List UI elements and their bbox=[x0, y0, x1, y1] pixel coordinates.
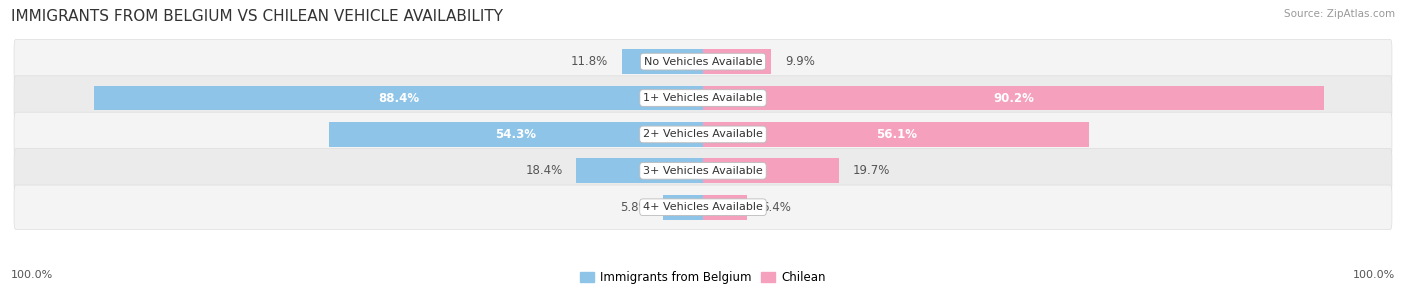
Text: 11.8%: 11.8% bbox=[571, 55, 607, 68]
Text: 1+ Vehicles Available: 1+ Vehicles Available bbox=[643, 93, 763, 103]
Text: 19.7%: 19.7% bbox=[852, 164, 890, 177]
Bar bbox=[703, 122, 1090, 147]
FancyBboxPatch shape bbox=[14, 39, 1392, 84]
FancyBboxPatch shape bbox=[14, 149, 1392, 193]
Bar bbox=[664, 195, 703, 220]
Text: 18.4%: 18.4% bbox=[526, 164, 562, 177]
Text: Source: ZipAtlas.com: Source: ZipAtlas.com bbox=[1284, 9, 1395, 19]
FancyBboxPatch shape bbox=[14, 112, 1392, 157]
Bar bbox=[94, 86, 703, 110]
Text: 54.3%: 54.3% bbox=[495, 128, 537, 141]
Text: 9.9%: 9.9% bbox=[785, 55, 815, 68]
Text: 5.8%: 5.8% bbox=[620, 201, 650, 214]
Bar bbox=[703, 158, 839, 183]
Bar bbox=[703, 195, 747, 220]
Text: 100.0%: 100.0% bbox=[11, 270, 53, 280]
Text: 2+ Vehicles Available: 2+ Vehicles Available bbox=[643, 130, 763, 139]
Bar bbox=[329, 122, 703, 147]
Text: 4+ Vehicles Available: 4+ Vehicles Available bbox=[643, 202, 763, 212]
Text: 100.0%: 100.0% bbox=[1353, 270, 1395, 280]
Bar bbox=[703, 49, 772, 74]
Text: 3+ Vehicles Available: 3+ Vehicles Available bbox=[643, 166, 763, 176]
Bar bbox=[576, 158, 703, 183]
FancyBboxPatch shape bbox=[14, 185, 1392, 229]
Bar bbox=[621, 49, 703, 74]
Text: IMMIGRANTS FROM BELGIUM VS CHILEAN VEHICLE AVAILABILITY: IMMIGRANTS FROM BELGIUM VS CHILEAN VEHIC… bbox=[11, 9, 503, 23]
Text: 88.4%: 88.4% bbox=[378, 92, 419, 104]
Text: 6.4%: 6.4% bbox=[761, 201, 790, 214]
Text: No Vehicles Available: No Vehicles Available bbox=[644, 57, 762, 67]
Text: 90.2%: 90.2% bbox=[993, 92, 1035, 104]
Legend: Immigrants from Belgium, Chilean: Immigrants from Belgium, Chilean bbox=[575, 266, 831, 286]
Bar bbox=[703, 86, 1324, 110]
FancyBboxPatch shape bbox=[14, 76, 1392, 120]
Text: 56.1%: 56.1% bbox=[876, 128, 917, 141]
